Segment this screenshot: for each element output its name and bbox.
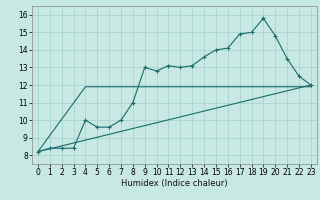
X-axis label: Humidex (Indice chaleur): Humidex (Indice chaleur) bbox=[121, 179, 228, 188]
